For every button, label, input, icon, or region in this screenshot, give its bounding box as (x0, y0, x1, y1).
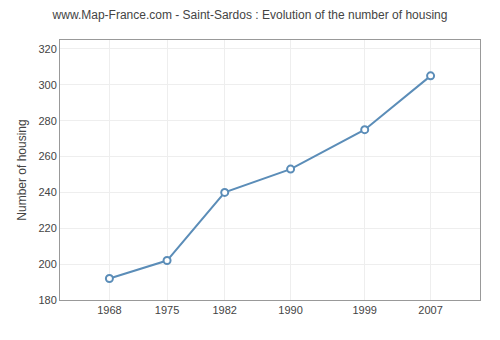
svg-text:www.Map-France.com - Saint-Sar: www.Map-France.com - Saint-Sardos : Evol… (52, 8, 448, 22)
svg-text:1990: 1990 (278, 304, 302, 316)
svg-text:1999: 1999 (352, 304, 376, 316)
svg-text:280: 280 (38, 115, 56, 127)
svg-text:1975: 1975 (155, 304, 179, 316)
svg-text:320: 320 (38, 43, 56, 55)
svg-text:200: 200 (38, 258, 56, 270)
svg-text:260: 260 (38, 150, 56, 162)
svg-text:240: 240 (38, 186, 56, 198)
svg-text:180: 180 (38, 294, 56, 306)
svg-text:Number of housing: Number of housing (15, 119, 29, 220)
svg-text:220: 220 (38, 222, 56, 234)
svg-text:2007: 2007 (418, 304, 442, 316)
svg-text:1982: 1982 (212, 304, 236, 316)
svg-text:300: 300 (38, 79, 56, 91)
svg-text:1968: 1968 (97, 304, 121, 316)
